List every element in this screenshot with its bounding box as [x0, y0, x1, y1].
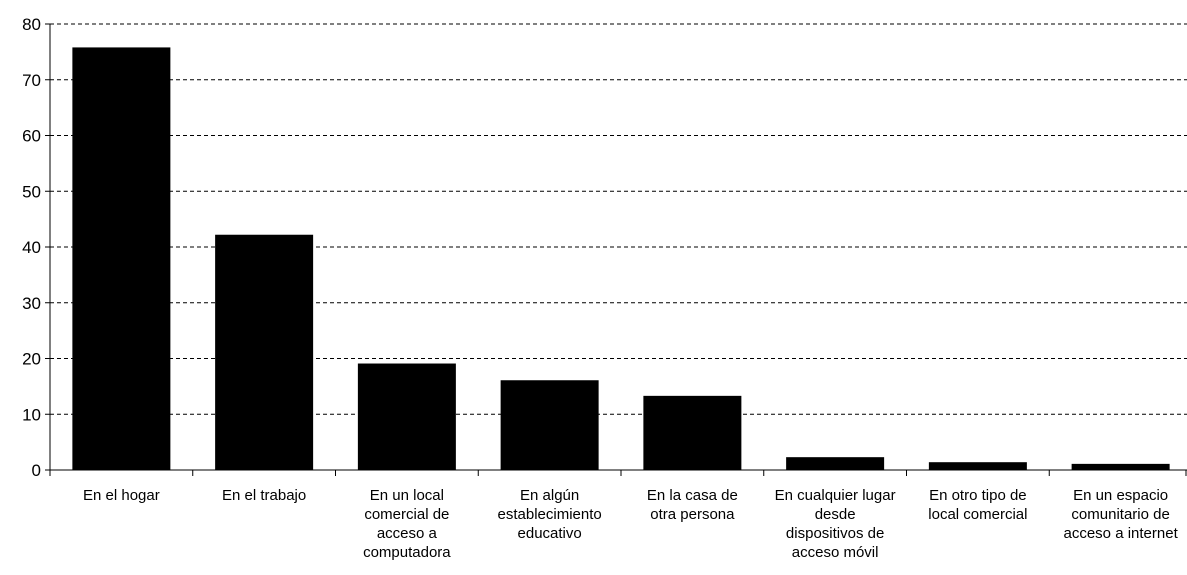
- y-tick-label: 50: [22, 182, 41, 201]
- y-tick-label: 40: [22, 238, 41, 257]
- y-tick-label: 30: [22, 294, 41, 313]
- y-tick-label: 0: [32, 461, 41, 480]
- bar-2: [215, 234, 314, 470]
- y-tick-label: 60: [22, 127, 41, 146]
- x-category-label: En el trabajo: [222, 487, 307, 504]
- bar-8: [1071, 463, 1170, 470]
- x-category-label: En cualquier lugar desde dispositivos de…: [774, 487, 896, 561]
- y-tick-label: 10: [22, 405, 41, 424]
- x-category-label: En algún establecimiento educativo: [497, 487, 602, 542]
- bar-6: [786, 457, 885, 470]
- x-category-label: En la casa de otra persona: [646, 487, 738, 523]
- x-category-label: En un local comercial de acceso a comput…: [363, 487, 451, 561]
- y-tick-label: 80: [22, 15, 41, 34]
- bar-1: [72, 47, 171, 470]
- x-category-label: En el hogar: [83, 487, 160, 504]
- y-tick-label: 20: [22, 350, 41, 369]
- bar-4: [500, 380, 599, 470]
- bar-3: [357, 363, 456, 470]
- bar-7: [928, 462, 1027, 470]
- y-tick-label: 70: [22, 71, 41, 90]
- x-category-label: En otro tipo de local comercial: [928, 487, 1028, 523]
- x-category-label: En un espacio comunitario de acceso a in…: [1063, 487, 1178, 542]
- bar-5: [643, 395, 742, 470]
